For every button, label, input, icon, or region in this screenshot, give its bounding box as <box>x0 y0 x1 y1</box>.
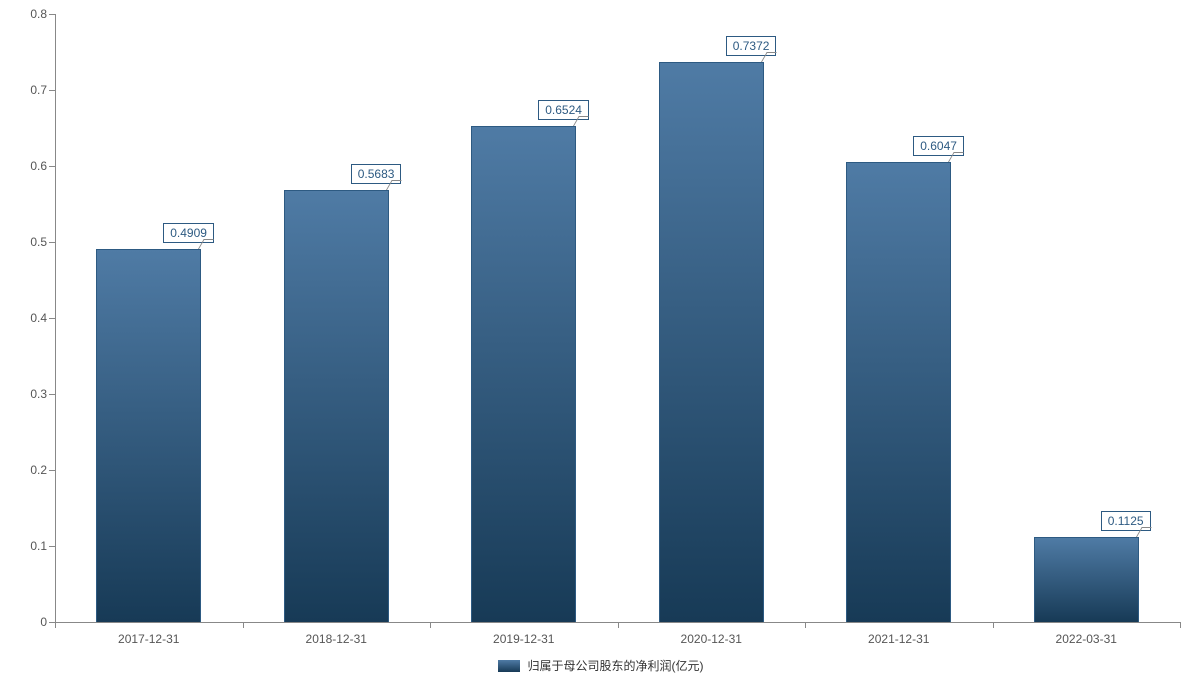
bar <box>96 249 201 622</box>
bar-fill <box>1034 537 1139 623</box>
x-tick <box>430 622 431 628</box>
bar <box>846 162 951 622</box>
y-tick-label: 0.6 <box>30 159 55 173</box>
chart-container: 00.10.20.30.40.50.60.70.82017-12-310.490… <box>0 0 1201 682</box>
bar-fill <box>96 249 201 622</box>
y-tick-label: 0.3 <box>30 387 55 401</box>
bar <box>1034 537 1139 623</box>
x-tick <box>1180 622 1181 628</box>
x-tick <box>243 622 244 628</box>
legend-swatch <box>498 660 520 672</box>
bar-fill <box>846 162 951 622</box>
x-tick-label: 2018-12-31 <box>306 622 367 646</box>
x-tick-label: 2020-12-31 <box>681 622 742 646</box>
x-tick-label: 2019-12-31 <box>493 622 554 646</box>
bar-fill <box>659 62 764 622</box>
bar <box>471 126 576 622</box>
y-tick-label: 0.7 <box>30 83 55 97</box>
y-axis-line <box>55 14 56 622</box>
x-tick-label: 2021-12-31 <box>868 622 929 646</box>
bar-fill <box>471 126 576 622</box>
bar <box>659 62 764 622</box>
y-tick-label: 0 <box>40 615 55 629</box>
legend: 归属于母公司股东的净利润(亿元) <box>498 657 704 674</box>
plot-area: 00.10.20.30.40.50.60.70.82017-12-310.490… <box>55 14 1180 622</box>
bar <box>284 190 389 622</box>
x-tick <box>993 622 994 628</box>
x-tick <box>618 622 619 628</box>
x-tick <box>805 622 806 628</box>
x-tick <box>55 622 56 628</box>
x-tick-label: 2017-12-31 <box>118 622 179 646</box>
x-tick-label: 2022-03-31 <box>1056 622 1117 646</box>
y-tick-label: 0.8 <box>30 7 55 21</box>
y-tick-label: 0.5 <box>30 235 55 249</box>
y-tick-label: 0.4 <box>30 311 55 325</box>
y-tick-label: 0.1 <box>30 539 55 553</box>
bar-fill <box>284 190 389 622</box>
y-tick-label: 0.2 <box>30 463 55 477</box>
legend-label: 归属于母公司股东的净利润(亿元) <box>528 657 704 674</box>
